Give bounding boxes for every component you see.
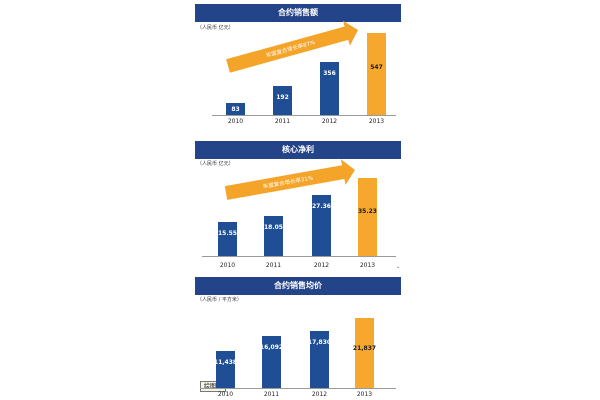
data-label: 21,837 <box>352 345 377 352</box>
bar-2011 <box>262 336 281 388</box>
x-tick-label: 2011 <box>263 391 280 398</box>
bar-2012 <box>320 62 339 115</box>
chart-title-band: 合约销售额 <box>195 4 401 22</box>
growth-arrow-shape <box>226 20 358 73</box>
x-tick-label: 2013 <box>368 118 385 125</box>
bar-2012 <box>310 331 329 388</box>
data-label: 27.36 <box>312 203 331 210</box>
bar-2013 <box>367 33 386 115</box>
x-tick-label: 2012 <box>311 391 328 398</box>
data-label: 15.55 <box>218 230 237 237</box>
data-label: 18.05 <box>264 224 283 231</box>
unit-label: （人民币 / 平方米） <box>197 297 242 303</box>
bar-2010 <box>216 351 235 388</box>
bar-2010 <box>218 222 237 256</box>
x-tick-label: 2013 <box>356 391 373 398</box>
x-tick-label: 2013 <box>359 262 376 269</box>
unit-label: （人民币 亿元） <box>197 161 234 167</box>
bar-2011 <box>264 216 283 256</box>
x-tick-label: 2011 <box>274 118 291 125</box>
x-tick-label: 2012 <box>313 262 330 269</box>
data-label: 356 <box>323 70 336 77</box>
bar-2013 <box>355 318 374 388</box>
bar-2011 <box>273 86 292 115</box>
x-tick-label: 2010 <box>227 118 244 125</box>
data-label: 16,092 <box>259 344 284 351</box>
edge-mark: ⌄ <box>396 264 401 270</box>
data-label: 17,830 <box>307 339 332 346</box>
data-label: 11,438 <box>213 359 238 366</box>
chart-title-band: 合约销售均价 <box>195 277 401 295</box>
data-label: 192 <box>276 94 289 101</box>
data-label: 83 <box>231 106 240 113</box>
bar-2012 <box>312 195 331 256</box>
chart-title-band: 核心净利 <box>195 141 401 159</box>
data-label: 547 <box>370 64 383 71</box>
x-tick-label: 2011 <box>265 262 282 269</box>
data-label: 35.23 <box>358 208 377 215</box>
unit-label: （人民币 亿元） <box>197 25 234 31</box>
x-tick-label: 2012 <box>321 118 338 125</box>
bar-2013 <box>358 178 377 256</box>
x-axis-line <box>212 115 396 116</box>
bar-2010 <box>226 103 245 115</box>
x-axis-line <box>202 256 396 257</box>
x-tick-label: 2010 <box>217 391 234 398</box>
growth-arrow-shape <box>224 159 355 200</box>
x-axis-line <box>200 388 396 389</box>
x-tick-label: 2010 <box>219 262 236 269</box>
